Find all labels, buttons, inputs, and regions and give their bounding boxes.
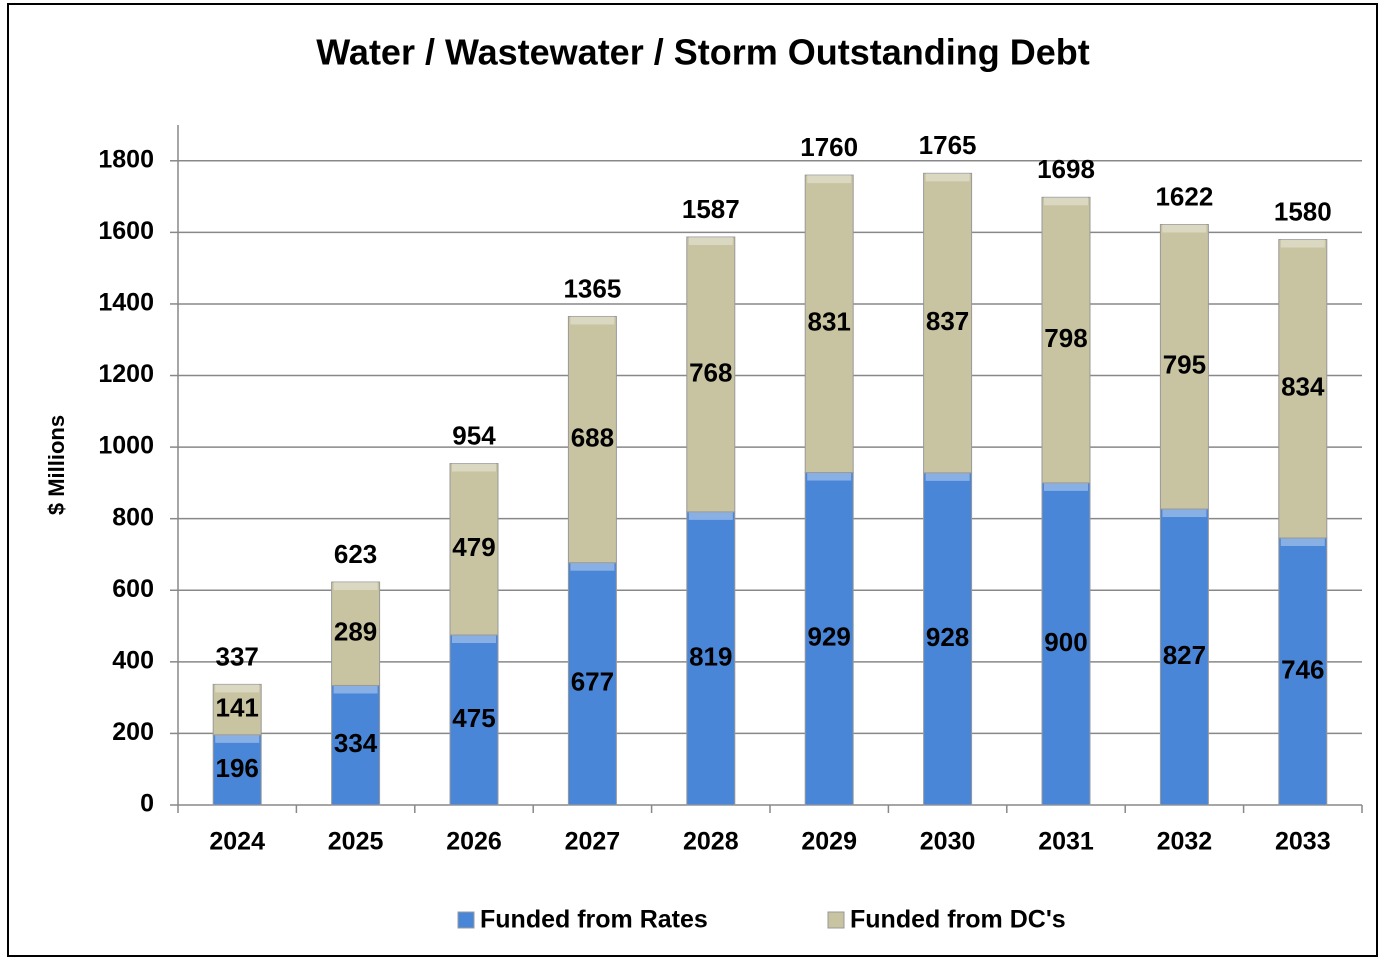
bar-highlight bbox=[570, 316, 615, 325]
x-tick-label: 2025 bbox=[328, 828, 384, 856]
bar-highlight bbox=[1162, 509, 1207, 518]
y-tick-label: 600 bbox=[112, 575, 154, 603]
bar-segment bbox=[923, 472, 973, 806]
y-tick-label: 1200 bbox=[98, 360, 154, 388]
bar-segment bbox=[449, 634, 499, 806]
total-label: 1580 bbox=[1274, 196, 1332, 226]
bar-highlight bbox=[688, 511, 733, 520]
value-label: 929 bbox=[808, 622, 851, 652]
y-tick-label: 200 bbox=[112, 718, 154, 746]
bar-highlight bbox=[1162, 224, 1207, 233]
y-axis-label: $ Millions bbox=[44, 415, 69, 515]
bar-highlight bbox=[688, 237, 733, 246]
bar-highlight bbox=[925, 472, 970, 481]
bar-highlight bbox=[1280, 538, 1325, 547]
bar-segment bbox=[212, 734, 262, 806]
bar-segment bbox=[1278, 239, 1328, 539]
bar-segment bbox=[1159, 223, 1209, 510]
value-label: 196 bbox=[216, 753, 259, 783]
value-label: 819 bbox=[689, 641, 732, 671]
value-label: 831 bbox=[808, 307, 851, 337]
bar-segment bbox=[804, 174, 854, 474]
value-label: 798 bbox=[1044, 323, 1087, 353]
total-label: 1698 bbox=[1037, 154, 1095, 184]
bar-highlight bbox=[452, 635, 496, 643]
total-label: 1760 bbox=[800, 132, 858, 162]
value-label: 334 bbox=[334, 728, 378, 758]
bar-highlight bbox=[807, 175, 852, 184]
x-tick-label: 2029 bbox=[801, 828, 857, 856]
total-label: 623 bbox=[334, 539, 377, 569]
bar-segment bbox=[686, 236, 736, 513]
value-label: 900 bbox=[1044, 627, 1087, 657]
value-label: 746 bbox=[1281, 654, 1324, 684]
bar-highlight bbox=[570, 562, 615, 571]
bar-highlight bbox=[1044, 197, 1088, 206]
bar-segment bbox=[686, 511, 736, 806]
legend-swatch bbox=[457, 911, 475, 929]
bar-segment bbox=[1041, 482, 1091, 806]
bar-segment bbox=[1278, 537, 1328, 806]
value-label: 827 bbox=[1163, 640, 1206, 670]
y-tick-label: 1000 bbox=[98, 432, 154, 460]
x-tick-label: 2032 bbox=[1157, 828, 1213, 856]
bar-segment bbox=[212, 683, 262, 736]
y-tick-label: 0 bbox=[140, 790, 154, 818]
bar-highlight bbox=[807, 472, 852, 481]
x-tick-label: 2030 bbox=[920, 828, 976, 856]
total-label: 337 bbox=[216, 641, 259, 671]
bar-highlight bbox=[452, 463, 496, 472]
bar-highlight bbox=[215, 734, 260, 743]
value-label: 837 bbox=[926, 306, 969, 336]
value-label: 768 bbox=[689, 357, 732, 387]
bar-segment bbox=[567, 315, 617, 564]
bar-highlight bbox=[215, 684, 260, 693]
value-label: 795 bbox=[1163, 350, 1206, 380]
y-tick-label: 1800 bbox=[98, 145, 154, 173]
total-label: 1587 bbox=[682, 194, 740, 224]
bar-segment bbox=[923, 172, 973, 474]
total-label: 1365 bbox=[563, 273, 621, 303]
y-tick-label: 1600 bbox=[98, 217, 154, 245]
value-label: 928 bbox=[926, 622, 969, 652]
value-label: 475 bbox=[452, 703, 495, 733]
x-tick-label: 2033 bbox=[1275, 828, 1331, 856]
value-label: 479 bbox=[452, 532, 495, 562]
value-label: 141 bbox=[216, 692, 259, 722]
total-label: 1622 bbox=[1155, 181, 1213, 211]
total-label: 954 bbox=[452, 420, 496, 450]
x-tick-label: 2024 bbox=[209, 828, 265, 856]
y-tick-label: 400 bbox=[112, 646, 154, 674]
legend-swatch bbox=[827, 911, 845, 929]
bar-highlight bbox=[333, 685, 378, 694]
x-tick-label: 2031 bbox=[1038, 828, 1094, 856]
value-label: 834 bbox=[1281, 372, 1325, 402]
bar-segment bbox=[1041, 196, 1091, 484]
x-tick-label: 2028 bbox=[683, 828, 739, 856]
legend-label: Funded from Rates bbox=[480, 906, 708, 934]
x-tick-label: 2027 bbox=[565, 828, 621, 856]
bar-segment bbox=[567, 562, 617, 806]
bar-highlight bbox=[925, 173, 970, 182]
bar-highlight bbox=[333, 582, 378, 591]
bar-highlight bbox=[1044, 482, 1088, 491]
total-label: 1765 bbox=[919, 130, 977, 160]
x-tick-label: 2026 bbox=[446, 828, 502, 856]
bar-segment bbox=[331, 581, 381, 686]
bar-segment bbox=[449, 463, 499, 636]
chart-title: Water / Wastewater / Storm Outstanding D… bbox=[316, 32, 1089, 73]
bar-highlight bbox=[1280, 239, 1325, 248]
y-tick-label: 1400 bbox=[98, 289, 154, 317]
y-tick-label: 800 bbox=[112, 503, 154, 531]
value-label: 677 bbox=[571, 667, 614, 697]
bar-segment bbox=[331, 684, 381, 806]
value-label: 289 bbox=[334, 617, 377, 647]
legend-label: Funded from DC's bbox=[850, 906, 1066, 934]
value-label: 688 bbox=[571, 422, 614, 452]
